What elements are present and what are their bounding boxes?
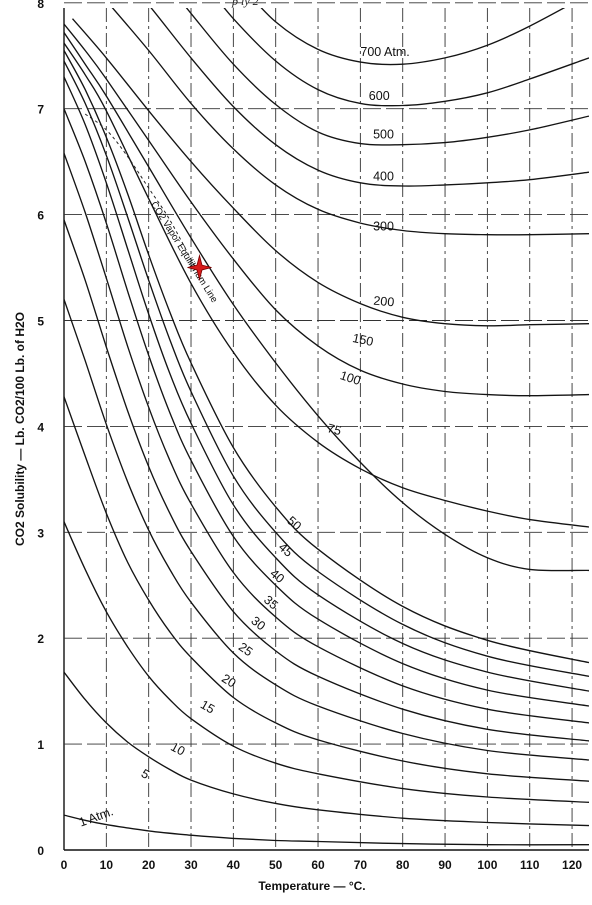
curve-20: [64, 299, 589, 761]
y-tick-label: 2: [37, 632, 44, 646]
y-axis-label: CO2 Solubility — Lb. CO2/100 Lb. of H2O: [13, 312, 27, 546]
curve-label: 30: [248, 614, 268, 634]
y-tick-label: 3: [37, 526, 44, 540]
x-tick-label: 80: [396, 858, 410, 872]
marker-group: [187, 253, 212, 282]
curve-200: [71, 18, 589, 327]
curve-label: 20: [219, 671, 238, 690]
curve-75: [64, 42, 589, 528]
curve-1-atm: [64, 814, 589, 846]
x-tick-label: 70: [354, 858, 368, 872]
y-tick-label: 4: [37, 420, 44, 434]
x-tick-label: 120: [562, 858, 582, 872]
curve-label: 25: [236, 640, 255, 659]
curve-label: 200: [373, 294, 395, 310]
y-tick-label: 7: [37, 103, 44, 117]
curve-45: [64, 60, 589, 677]
y-tick-label: 8: [37, 0, 44, 11]
curve-25: [64, 219, 589, 742]
curve-label: 700 Atm.: [360, 45, 409, 59]
equilibrium-line-label: CO2 Vapor Equilibrium Line: [148, 200, 219, 305]
x-tick-label: 100: [477, 858, 497, 872]
y-tick-label: 1: [37, 738, 44, 752]
curve-150: [64, 23, 589, 397]
curve-label: 45: [276, 540, 296, 560]
curve-5: [64, 671, 589, 827]
curve-600: [223, 8, 589, 107]
y-tick-label: 0: [37, 844, 44, 858]
y-tick-label: 6: [37, 209, 44, 223]
curve-label: 300: [373, 220, 394, 234]
curve-label: 50: [284, 514, 304, 534]
x-tick-label: 90: [438, 858, 452, 872]
y-tick-label: 5: [37, 315, 44, 329]
curve-500: [185, 8, 589, 146]
curve-400: [150, 8, 589, 187]
curve-10: [64, 521, 589, 803]
isobar-curves: [64, 8, 589, 846]
curve-label: 10: [168, 740, 187, 759]
curve-50: [64, 50, 589, 664]
x-tick-label: 40: [227, 858, 241, 872]
curve-label: 40: [267, 566, 287, 586]
curve-label: 15: [198, 697, 217, 716]
curve-labels: 1 Atm.5101520253035404550751001502003004…: [77, 45, 410, 830]
x-tick-label: 110: [520, 858, 540, 872]
x-tick-label: 60: [311, 858, 325, 872]
curve-label: 35: [261, 593, 281, 613]
curve-300: [111, 8, 589, 236]
curve-label: 400: [373, 170, 394, 184]
curve-label: 150: [351, 331, 374, 349]
curve-30: [64, 152, 589, 724]
x-tick-label: 50: [269, 858, 283, 872]
grid: [63, 2, 589, 851]
x-tick-label: 20: [142, 858, 156, 872]
x-axis-label: Temperature — °C.: [258, 879, 365, 893]
x-tick-label: 30: [184, 858, 198, 872]
curve-100: [64, 32, 589, 572]
equilibrium-line: [84, 113, 196, 268]
curve-label: 500: [373, 127, 394, 141]
curve-15: [64, 396, 589, 782]
curve-35: [64, 108, 589, 707]
red-star-marker: [187, 253, 212, 282]
curve-700-atm: [260, 8, 566, 66]
y-axis-label-group: CO2 Solubility — Lb. CO2/100 Lb. of H2O: [13, 312, 27, 546]
curve-label: 5: [139, 766, 152, 782]
curve-40: [64, 76, 589, 692]
curve-label: 100: [338, 368, 362, 388]
x-tick-label: 0: [61, 858, 68, 872]
curve-label: 600: [369, 89, 390, 103]
curve-label: 75: [326, 421, 343, 438]
header-fragment: p ly 2: [231, 0, 259, 8]
x-tick-label: 10: [100, 858, 114, 872]
